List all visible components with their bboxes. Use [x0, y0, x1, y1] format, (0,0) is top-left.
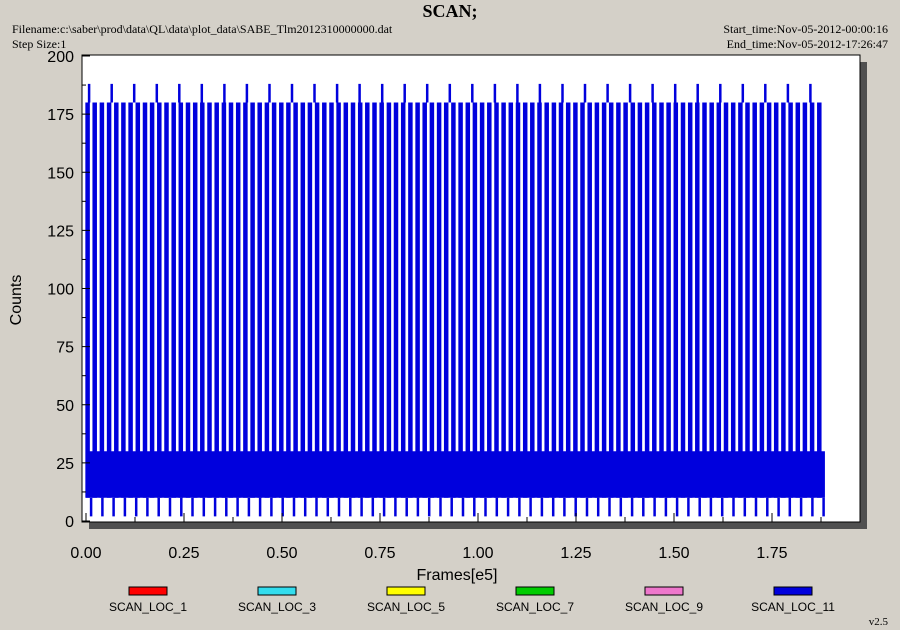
legend-label: SCAN_LOC_7	[496, 600, 574, 614]
filename-label: Filename:c:\saber\prod\data\QL\data\plot…	[12, 22, 393, 36]
version-label: v2.5	[868, 616, 888, 628]
axes-layer: 0 25 50 75 100 125 150 175 200 0.00 0.25 0.50 0.75 1.…	[47, 49, 822, 562]
x-tick-label: 0.00	[70, 545, 101, 562]
y-tick-label: 200	[47, 49, 74, 66]
x-tick-label: 0.50	[266, 545, 297, 562]
scan-loc-11-peaks	[85, 102, 822, 498]
y-tick-label: 75	[56, 340, 74, 357]
y-axis-label: Counts	[8, 275, 25, 326]
legend-swatch	[773, 586, 813, 596]
x-tick-label: 1.25	[560, 545, 591, 562]
legend-label: SCAN_LOC_3	[238, 600, 316, 614]
x-tick-label: 0.25	[168, 545, 199, 562]
x-axis-label: Frames[e5]	[417, 567, 498, 584]
legend-label: SCAN_LOC_11	[751, 600, 835, 614]
x-tick-label: 1.75	[756, 545, 787, 562]
end-time-label: End_time:Nov-05-2012-17:26:47	[726, 37, 888, 51]
data-layer	[85, 83, 825, 517]
chart-title: SCAN;	[422, 1, 478, 21]
x-tick-label: 0.75	[364, 545, 395, 562]
legend: SCAN_LOC_1 SCAN_LOC_3 SCAN_LOC_5 SCAN_LOC_7…	[109, 586, 835, 614]
y-tick-label: 25	[56, 456, 74, 473]
y-tick-label: 175	[47, 107, 74, 124]
legend-label: SCAN_LOC_5	[367, 600, 445, 614]
legend-label: SCAN_LOC_1	[109, 600, 187, 614]
x-tick-label: 1.50	[658, 545, 689, 562]
x-tick-label: 1.00	[462, 545, 493, 562]
scan-loc-11-low-dips	[89, 497, 825, 517]
legend-swatch	[515, 586, 555, 596]
step-size-label: Step Size:1	[12, 37, 67, 51]
start-time-label: Start_time:Nov-05-2012-00:00:16	[723, 22, 888, 36]
y-tick-label: 150	[47, 165, 74, 182]
legend-swatch	[128, 586, 168, 596]
scan-loc-11-high-spikes	[87, 83, 812, 103]
legend-swatch	[257, 586, 297, 596]
legend-label: SCAN_LOC_9	[625, 600, 703, 614]
y-tick-label: 100	[47, 282, 74, 299]
y-tick-label: 0	[65, 514, 74, 531]
legend-swatch	[386, 586, 426, 596]
legend-swatch	[644, 586, 684, 596]
y-tick-label: 125	[47, 223, 74, 240]
y-tick-label: 50	[56, 398, 74, 415]
